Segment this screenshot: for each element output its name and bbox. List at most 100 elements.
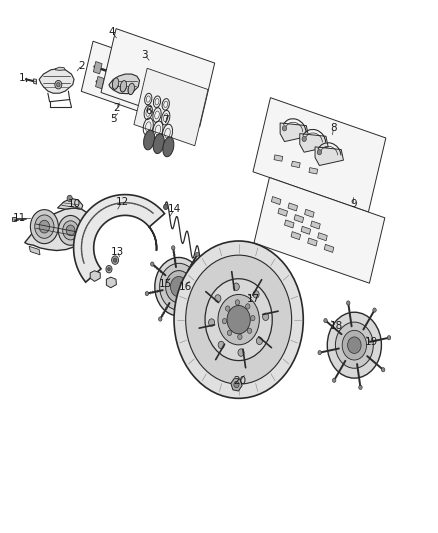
Polygon shape [301, 227, 311, 235]
Text: 6: 6 [145, 106, 152, 116]
Text: 12: 12 [116, 197, 129, 207]
Circle shape [146, 83, 152, 89]
Circle shape [55, 80, 62, 89]
Circle shape [251, 316, 255, 321]
Polygon shape [324, 244, 334, 253]
Text: 3: 3 [141, 50, 148, 60]
Circle shape [373, 308, 376, 312]
Polygon shape [134, 68, 208, 146]
Circle shape [247, 328, 252, 334]
Polygon shape [278, 208, 287, 216]
Circle shape [112, 256, 119, 264]
Circle shape [317, 150, 321, 155]
Ellipse shape [153, 134, 164, 154]
Text: 17: 17 [247, 294, 260, 304]
Circle shape [238, 349, 244, 356]
Circle shape [324, 319, 327, 322]
Circle shape [209, 278, 212, 282]
Circle shape [30, 209, 58, 244]
Text: 16: 16 [178, 282, 191, 292]
Polygon shape [311, 221, 320, 229]
Circle shape [183, 324, 186, 328]
Circle shape [263, 313, 269, 320]
Polygon shape [300, 134, 328, 152]
Circle shape [148, 98, 154, 104]
Circle shape [381, 368, 385, 372]
Circle shape [205, 279, 272, 360]
Circle shape [63, 221, 78, 240]
Circle shape [348, 337, 361, 353]
Circle shape [155, 257, 203, 316]
Circle shape [57, 83, 60, 87]
Polygon shape [309, 167, 318, 174]
Text: 8: 8 [330, 123, 337, 133]
Circle shape [223, 319, 227, 324]
Circle shape [159, 263, 198, 310]
Text: 2: 2 [78, 61, 85, 70]
Circle shape [215, 295, 221, 302]
Circle shape [346, 301, 350, 305]
Circle shape [227, 305, 250, 334]
Polygon shape [280, 123, 308, 142]
Polygon shape [304, 209, 314, 217]
Circle shape [218, 295, 259, 345]
Circle shape [387, 336, 391, 340]
Polygon shape [288, 203, 297, 211]
Text: 11: 11 [12, 213, 26, 223]
Polygon shape [291, 161, 300, 167]
Circle shape [106, 265, 112, 273]
Circle shape [166, 271, 192, 303]
Circle shape [113, 258, 117, 262]
Circle shape [256, 337, 262, 345]
Polygon shape [57, 198, 83, 209]
Circle shape [171, 246, 175, 250]
Text: 15: 15 [159, 279, 173, 288]
Polygon shape [29, 246, 40, 255]
Polygon shape [25, 208, 93, 251]
Polygon shape [318, 233, 327, 241]
Ellipse shape [112, 78, 119, 90]
Circle shape [152, 105, 156, 109]
Circle shape [186, 255, 292, 384]
Circle shape [39, 220, 49, 233]
Polygon shape [101, 29, 215, 127]
Text: 4: 4 [109, 27, 115, 37]
Text: 1: 1 [18, 73, 25, 83]
Circle shape [342, 330, 367, 360]
Circle shape [233, 283, 239, 290]
Circle shape [159, 317, 162, 321]
Ellipse shape [128, 83, 134, 95]
Circle shape [218, 341, 224, 349]
Circle shape [253, 290, 259, 298]
Circle shape [174, 241, 303, 398]
Circle shape [283, 126, 287, 131]
Circle shape [196, 252, 199, 256]
Circle shape [302, 136, 306, 142]
Polygon shape [93, 61, 102, 74]
Circle shape [234, 381, 239, 387]
Text: 18: 18 [329, 321, 343, 331]
Circle shape [327, 312, 381, 378]
Circle shape [67, 195, 72, 201]
Circle shape [163, 204, 168, 209]
Ellipse shape [144, 130, 155, 150]
Circle shape [151, 262, 154, 266]
Polygon shape [95, 76, 104, 89]
Polygon shape [77, 245, 89, 256]
Polygon shape [254, 177, 385, 283]
Polygon shape [109, 74, 140, 94]
Polygon shape [272, 197, 281, 205]
Polygon shape [55, 67, 65, 70]
Polygon shape [285, 220, 294, 228]
Polygon shape [39, 69, 74, 93]
Circle shape [108, 268, 110, 271]
Circle shape [170, 277, 187, 297]
Circle shape [204, 307, 207, 311]
Polygon shape [81, 41, 180, 122]
Circle shape [145, 292, 148, 296]
Polygon shape [307, 238, 317, 246]
Circle shape [226, 306, 230, 311]
Text: 19: 19 [364, 337, 378, 347]
Polygon shape [12, 216, 16, 221]
Circle shape [227, 330, 232, 336]
